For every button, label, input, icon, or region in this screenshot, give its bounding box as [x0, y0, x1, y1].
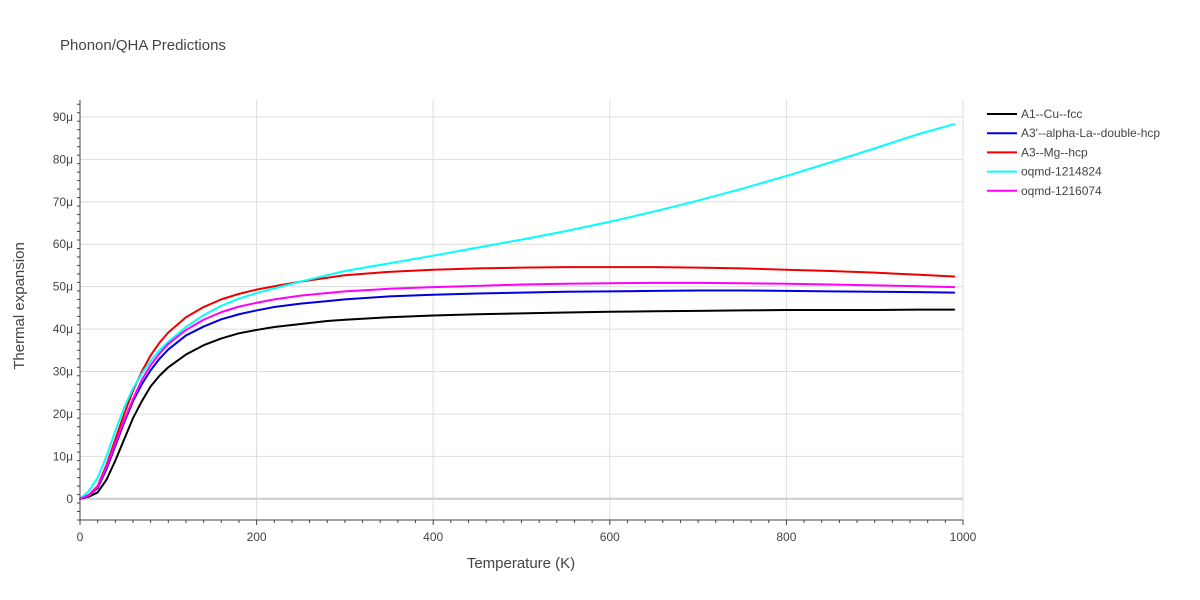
series-line-4	[79, 281, 956, 500]
y-tick-label: 40μ	[53, 322, 73, 336]
x-tick-label: 800	[776, 530, 796, 544]
legend-label-4: oqmd-1216074	[1021, 184, 1102, 198]
chart-title: Phonon/QHA Predictions	[60, 37, 226, 54]
y-tick-label: 80μ	[53, 152, 73, 166]
y-tick-label: 0	[66, 492, 73, 506]
series-line-2	[79, 266, 956, 500]
grid	[80, 100, 964, 520]
x-axis-title: Temperature (K)	[467, 555, 575, 572]
y-tick-label: 30μ	[53, 365, 73, 379]
legend-label-0: A1--Cu--fcc	[1021, 107, 1082, 121]
y-tick-label: 20μ	[53, 407, 73, 421]
series-line-0	[79, 308, 956, 500]
axes: 0 200 400 600 800 1000 0 10μ 20μ 30μ 40μ 50μ 60μ 70μ 8…	[53, 100, 977, 544]
series-line-3	[79, 123, 956, 500]
x-tick-label: 200	[247, 530, 267, 544]
x-tick-label: 400	[423, 530, 443, 544]
legend-label-2: A3--Mg--hcp	[1021, 145, 1088, 159]
y-tick-label: 50μ	[53, 280, 73, 294]
y-tick-label: 90μ	[53, 110, 73, 124]
x-tick-label: 600	[600, 530, 620, 544]
x-tick-label: 1000	[950, 530, 977, 544]
x-tick-label: 0	[77, 530, 84, 544]
legend-label-3: oqmd-1214824	[1021, 165, 1102, 179]
y-tick-label: 70μ	[53, 195, 73, 209]
series-lines	[79, 123, 956, 500]
y-tick-label: 60μ	[53, 237, 73, 251]
y-tick-label: 10μ	[53, 449, 73, 463]
legend-label-1: A3'--alpha-La--double-hcp	[1021, 126, 1160, 140]
y-axis-title: Thermal expansion	[11, 242, 28, 370]
legend: A1--Cu--fcc A3'--alpha-La--double-hcp A3--…	[987, 107, 1160, 198]
